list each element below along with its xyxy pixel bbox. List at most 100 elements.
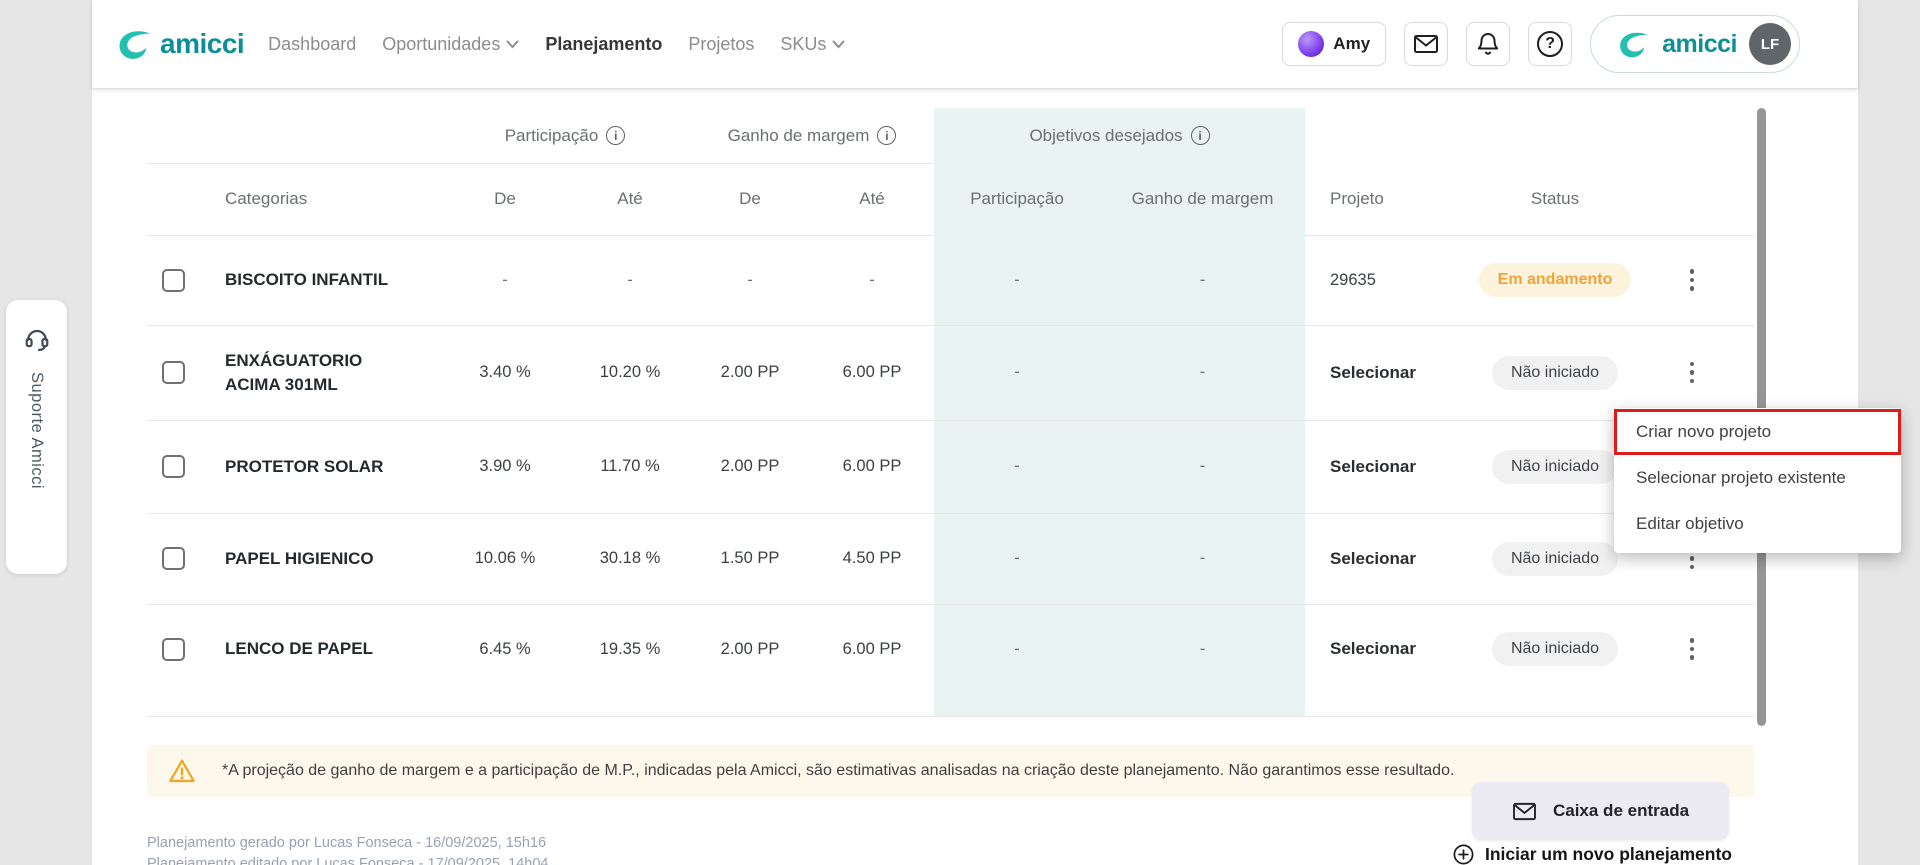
menu-item-criar-novo-projeto[interactable]: Criar novo projeto: [1614, 409, 1901, 455]
info-icon[interactable]: i: [877, 126, 897, 145]
cell-de-margem: 2.00 PP: [720, 457, 780, 475]
cell-de-participacao: 6.45 %: [479, 639, 531, 658]
cell-de-participacao: 3.40 %: [479, 363, 531, 381]
chevron-down-icon: [832, 40, 845, 48]
cell-ate-participacao: 11.70 %: [600, 457, 660, 475]
category-name: PAPEL HIGIENICO: [225, 548, 374, 568]
group-header-ganho-margem: Ganho de margem i: [690, 126, 934, 146]
select-project-link[interactable]: Selecionar: [1330, 639, 1416, 658]
row-checkbox[interactable]: [162, 547, 185, 570]
table-row: BISCOITO INFANTIL - - - - - - 29635 Em a…: [147, 235, 1754, 325]
cell-obj-participacao: -: [1014, 457, 1020, 475]
support-tab[interactable]: Suporte Amicci: [6, 300, 67, 574]
amy-button[interactable]: Amy: [1282, 22, 1387, 66]
table-column-header-row: Categorias De Até De Até Participação Ga…: [147, 163, 1754, 235]
inbox-button[interactable]: Caixa de entrada: [1472, 782, 1729, 840]
new-planning-label: Iniciar um novo planejamento: [1485, 844, 1732, 864]
inbox-button-label: Caixa de entrada: [1552, 801, 1690, 820]
app-sheet: amicci Dashboard Oportunidades Planejame…: [92, 0, 1858, 865]
status-badge: Não iniciado: [1491, 355, 1619, 390]
col-categorias: Categorias: [225, 189, 308, 208]
cell-ate-margem: -: [869, 270, 875, 289]
nav-skus-label: SKUs: [780, 33, 827, 54]
table-row: PROTETOR SOLAR 3.90 % 11.70 % 2.00 PP 6.…: [147, 420, 1754, 513]
objectives-column-background: [934, 108, 1305, 716]
category-name: ENXÁGUATORIO ACIMA 301ML: [225, 350, 363, 394]
account-brand-text: amicci: [1662, 29, 1737, 58]
nav-dashboard-label: Dashboard: [268, 33, 357, 54]
cell-ate-margem: 6.00 PP: [842, 457, 902, 475]
inbox-icon-button[interactable]: [1404, 22, 1449, 66]
cell-de-margem: 2.00 PP: [720, 363, 780, 381]
table-row: PAPEL HIGIENICO 10.06 % 30.18 % 1.50 PP …: [147, 513, 1754, 604]
select-project-link[interactable]: Selecionar: [1330, 548, 1416, 568]
nav-oportunidades[interactable]: Oportunidades: [382, 34, 519, 55]
bell-icon: [1477, 33, 1499, 55]
row-checkbox[interactable]: [162, 361, 185, 384]
select-project-link[interactable]: Selecionar: [1330, 456, 1416, 476]
row-checkbox[interactable]: [162, 268, 185, 292]
nav-skus[interactable]: SKUs: [780, 34, 845, 55]
nav-projetos-label: Projetos: [688, 33, 755, 54]
cell-de-margem: 2.00 PP: [720, 639, 780, 658]
cell-obj-margem: -: [1199, 270, 1206, 289]
row-checkbox[interactable]: [162, 455, 185, 478]
generated-by-text: Planejamento gerado por Lucas Fonseca - …: [147, 835, 547, 851]
cell-obj-participacao: -: [1014, 639, 1020, 658]
mail-icon: [1513, 802, 1536, 820]
category-name: PROTETOR SOLAR: [225, 456, 384, 476]
menu-item-editar-objetivo[interactable]: Editar objetivo: [1636, 514, 1744, 533]
primary-nav: Dashboard Oportunidades Planejamento Pro…: [268, 34, 845, 55]
row-menu-button[interactable]: [1675, 262, 1709, 298]
cell-de-margem: -: [747, 270, 753, 289]
category-name: BISCOITO INFANTIL: [225, 270, 389, 290]
disclaimer-text: *A projeção de ganho de margem e a parti…: [222, 762, 1455, 779]
nav-planejamento[interactable]: Planejamento: [545, 34, 662, 55]
amicci-logo-icon: [119, 30, 151, 59]
info-icon[interactable]: i: [1190, 126, 1210, 145]
cell-ate-participacao: 30.18 %: [599, 549, 661, 567]
row-menu-button[interactable]: [1675, 631, 1709, 667]
menu-item-selecionar-projeto-existente[interactable]: Selecionar projeto existente: [1636, 468, 1846, 487]
cell-ate-participacao: 10.20 %: [599, 363, 661, 381]
col-de-margem: De: [739, 189, 761, 208]
nav-planejamento-label: Planejamento: [545, 33, 663, 54]
status-badge: Não iniciado: [1491, 449, 1619, 484]
nav-projetos[interactable]: Projetos: [688, 34, 754, 55]
col-ate-margem: Até: [859, 189, 885, 208]
brand-logo[interactable]: amicci: [116, 28, 245, 61]
row-menu-button[interactable]: [1675, 355, 1709, 391]
amicci-logo-icon: [1620, 32, 1649, 57]
user-avatar[interactable]: LF: [1749, 23, 1791, 65]
cell-de-participacao: 10.06 %: [474, 549, 536, 567]
select-project-link[interactable]: Selecionar: [1330, 362, 1416, 382]
help-icon: ?: [1537, 31, 1564, 57]
project-number-link[interactable]: 29635: [1330, 270, 1376, 289]
col-projeto: Projeto: [1330, 189, 1384, 208]
cell-obj-participacao: -: [1014, 270, 1020, 289]
new-planning-link[interactable]: Iniciar um novo planejamento: [1452, 843, 1732, 865]
main-content: Participação i Ganho de margem i Objetiv…: [92, 88, 1858, 865]
row-context-menu: Criar novo projeto Selecionar projeto ex…: [1614, 408, 1901, 553]
cell-ate-participacao: 19.35 %: [599, 639, 661, 658]
group-header-ganho-margem-label: Ganho de margem: [727, 125, 870, 145]
nav-dashboard[interactable]: Dashboard: [268, 34, 356, 55]
cell-obj-participacao: -: [1014, 363, 1020, 381]
col-de-participacao: De: [494, 189, 516, 208]
col-obj-margem: Ganho de margem: [1131, 189, 1274, 208]
cell-obj-margem: -: [1199, 457, 1206, 475]
cell-de-participacao: 3.90 %: [479, 457, 531, 475]
brand-logo-text: amicci: [160, 28, 245, 59]
table-row: ENXÁGUATORIO ACIMA 301ML 3.40 % 10.20 % …: [147, 325, 1754, 420]
row-checkbox[interactable]: [162, 637, 185, 661]
account-pill[interactable]: amicci LF: [1590, 15, 1800, 73]
cell-de-participacao: -: [502, 270, 508, 289]
cell-ate-margem: 6.00 PP: [842, 639, 902, 658]
cell-de-margem: 1.50 PP: [720, 549, 780, 567]
help-button[interactable]: ?: [1528, 22, 1573, 66]
disclaimer-bar: *A projeção de ganho de margem e a parti…: [147, 745, 1754, 797]
amy-avatar: [1298, 31, 1325, 57]
notifications-button[interactable]: [1466, 22, 1511, 66]
info-icon[interactable]: i: [606, 126, 626, 145]
navbar: amicci Dashboard Oportunidades Planejame…: [92, 0, 1858, 88]
